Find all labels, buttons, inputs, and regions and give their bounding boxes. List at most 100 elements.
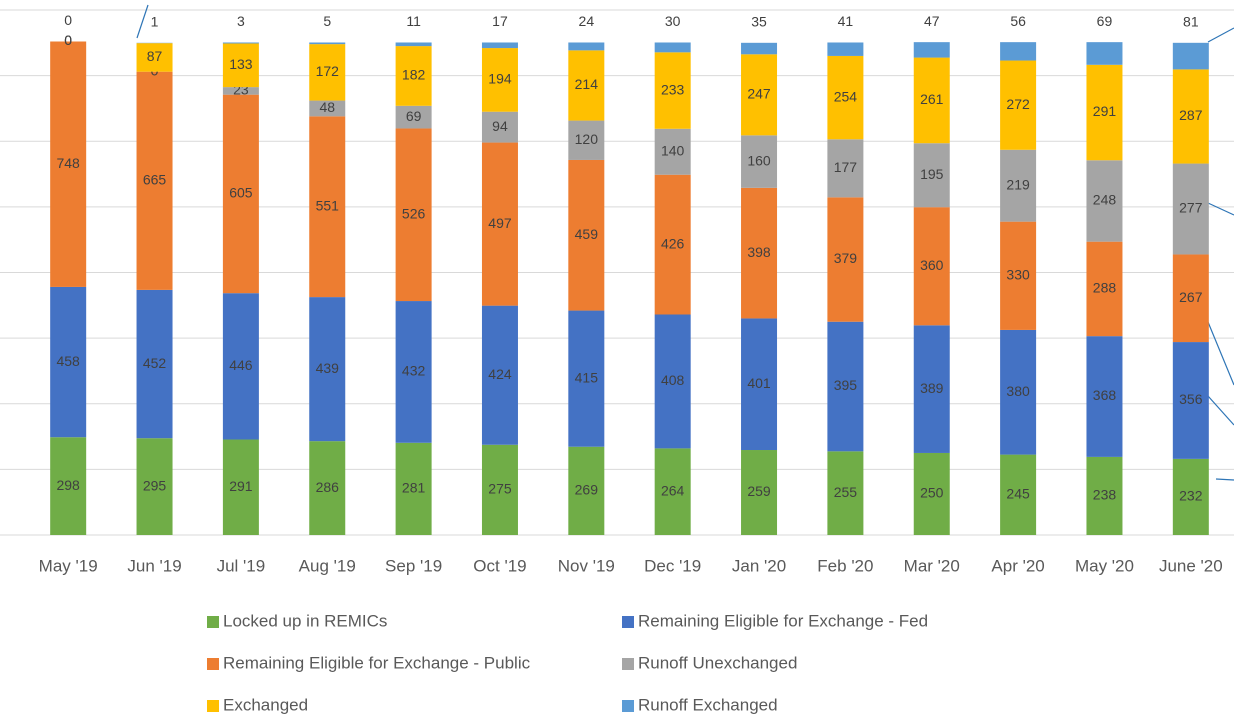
data-label: 41: [838, 13, 854, 29]
data-label: 275: [488, 481, 512, 497]
bar-segment: [1172, 342, 1209, 459]
data-label: 415: [575, 369, 599, 385]
callout-line: [1207, 202, 1234, 216]
bar-segment: [1086, 160, 1123, 242]
legend-label: Runoff Unexchanged: [638, 653, 797, 672]
data-label: 277: [1179, 200, 1203, 216]
data-label: 259: [747, 483, 771, 499]
bar-segment: [222, 43, 259, 88]
bar-segment: [827, 321, 864, 452]
bar-segment: [913, 452, 950, 535]
data-label: 398: [747, 244, 771, 260]
x-tick-label: Nov '19: [558, 556, 615, 575]
data-label: 56: [1010, 13, 1026, 29]
data-label: 379: [834, 250, 858, 266]
bar-segment: [395, 128, 432, 302]
data-label: 264: [661, 482, 685, 498]
x-tick-label: Apr '20: [991, 556, 1044, 575]
bar-segment: [741, 54, 778, 136]
bar-segment: [309, 116, 346, 298]
data-label: 0: [64, 32, 72, 48]
bar-segment: [481, 305, 518, 445]
data-label: 665: [143, 171, 167, 187]
data-label: 195: [920, 166, 944, 182]
data-label: 255: [834, 484, 858, 500]
data-label: 497: [488, 215, 512, 231]
bar-segment: [654, 314, 691, 449]
data-label: 194: [488, 71, 512, 87]
bar-segment: [913, 143, 950, 208]
bar-segment: [395, 105, 432, 129]
data-label: 281: [402, 480, 426, 496]
data-label: 87: [147, 48, 163, 64]
legend-swatch: [622, 616, 634, 628]
bar-segment: [654, 52, 691, 129]
data-label: 30: [665, 13, 681, 29]
bar-segment: [568, 120, 605, 160]
bar-segment: [741, 42, 778, 55]
data-label: 452: [143, 355, 167, 371]
data-label: 272: [1006, 96, 1030, 112]
data-label: 133: [229, 56, 253, 72]
bar-segment: [1086, 456, 1123, 535]
data-label: 356: [1179, 391, 1203, 407]
bar-segment: [222, 42, 259, 44]
data-label: 172: [316, 63, 340, 79]
x-tick-label: Aug '19: [299, 556, 356, 575]
data-label: 254: [834, 88, 858, 104]
bar-segment: [222, 87, 259, 95]
x-tick-label: Jan '20: [732, 556, 786, 575]
bar-segment: [654, 42, 691, 53]
data-label: 233: [661, 81, 685, 97]
data-label: 0: [64, 12, 72, 28]
bar-segment: [741, 450, 778, 535]
data-label: 526: [402, 205, 426, 221]
bar-segment: [1172, 458, 1209, 535]
callout-lines: [136, 4, 1234, 481]
data-label: 368: [1093, 387, 1117, 403]
data-label: 458: [56, 353, 80, 369]
x-tick-label: Dec '19: [644, 556, 701, 575]
legend-swatch: [622, 658, 634, 670]
data-label: 140: [661, 142, 685, 158]
bar-segment: [1172, 42, 1209, 70]
bar-segment: [309, 42, 346, 45]
bar-segment: [50, 437, 87, 535]
legend-label: Locked up in REMICs: [223, 611, 387, 630]
bar-segment: [1172, 254, 1209, 343]
data-label: 432: [402, 363, 426, 379]
bar-segment: [827, 139, 864, 198]
legend-label: Runoff Exchanged: [638, 695, 778, 714]
x-tick-label: May '20: [1075, 556, 1134, 575]
data-label: 24: [579, 13, 595, 29]
data-label: 261: [920, 91, 944, 107]
data-label: 3: [237, 13, 245, 29]
x-tick-label: Jul '19: [217, 556, 266, 575]
legend-swatch: [207, 616, 219, 628]
bar-segment: [395, 442, 432, 535]
data-label: 295: [143, 477, 167, 493]
data-label: 605: [229, 185, 253, 201]
data-label: 360: [920, 257, 944, 273]
data-label: 35: [751, 14, 767, 30]
bar-segment: [1086, 42, 1123, 65]
bar-segment: [309, 100, 346, 117]
bar-segment: [395, 46, 432, 106]
bar-segment: [741, 318, 778, 451]
bar-segment: [481, 444, 518, 535]
bar-segment: [481, 111, 518, 143]
bar-segment: [1000, 454, 1037, 535]
data-label: 11: [406, 13, 421, 29]
bar-segment: [1086, 336, 1123, 457]
legend-label: Remaining Eligible for Exchange - Fed: [638, 611, 928, 630]
data-label: 1: [151, 14, 159, 30]
x-tick-label: Mar '20: [904, 556, 960, 575]
bar-segment: [827, 197, 864, 322]
bar-segment: [913, 207, 950, 326]
callout-line: [1207, 321, 1234, 386]
bar-segment: [1000, 60, 1037, 150]
bar-segment: [395, 42, 432, 47]
data-label: 426: [661, 235, 685, 251]
bar-segment: [913, 57, 950, 144]
data-label: 287: [1179, 107, 1203, 123]
